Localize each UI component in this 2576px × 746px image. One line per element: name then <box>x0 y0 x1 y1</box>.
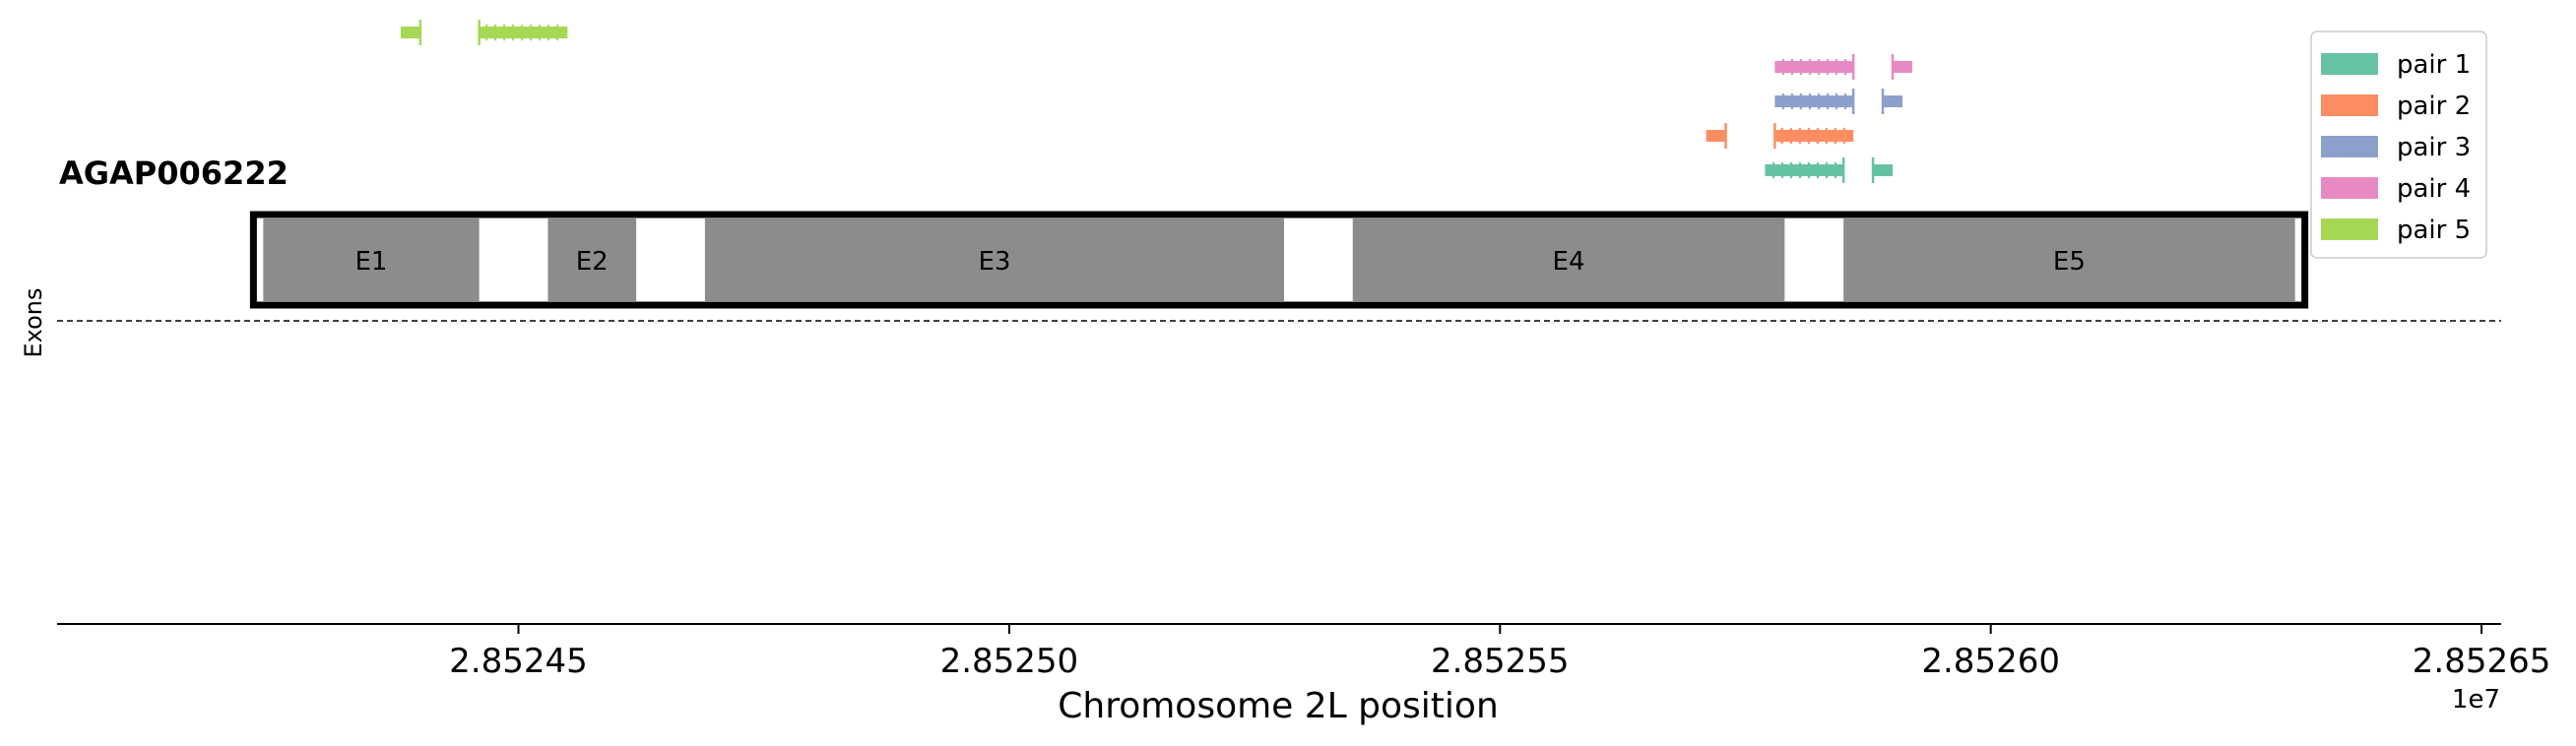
legend-label: pair 4 <box>2397 174 2471 204</box>
exon-label: E4 <box>1553 247 1585 277</box>
legend: pair 1 pair 2 pair 3 pair 4 pair 5 <box>2310 31 2487 259</box>
exon-bar <box>1352 218 1785 301</box>
exon-bar <box>547 218 637 301</box>
legend-swatch <box>2321 136 2378 157</box>
legend-swatch <box>2321 53 2378 75</box>
forward-primer <box>1706 123 1727 149</box>
exon-label: E3 <box>978 247 1010 277</box>
reverse-primer <box>1871 157 1893 183</box>
legend-label: pair 2 <box>2397 92 2471 121</box>
x-tick-label: 2.85250 <box>940 642 1079 681</box>
x-tick-label: 2.85265 <box>2413 642 2551 681</box>
exon-bar <box>263 218 480 301</box>
legend-box <box>2310 31 2487 259</box>
forward-primer <box>400 20 422 45</box>
legend-swatch <box>2321 218 2378 240</box>
legend-swatch <box>2321 177 2378 199</box>
legend-label: pair 5 <box>2397 216 2471 245</box>
x-tick-label: 2.85260 <box>1921 642 2060 681</box>
x-axis-label: Chromosome 2L position <box>1058 686 1499 726</box>
x-offset-label: 1e7 <box>2452 685 2500 715</box>
x-tick-label: 2.85245 <box>449 642 588 681</box>
forward-primer <box>1774 89 1855 114</box>
y-axis-label: Exons <box>20 287 47 357</box>
forward-primer <box>1774 54 1855 80</box>
forward-primer <box>1765 157 1845 183</box>
legend-swatch <box>2321 94 2378 116</box>
legend-label: pair 1 <box>2397 50 2471 80</box>
reverse-primer <box>1891 54 1912 80</box>
reverse-primer <box>1881 89 1902 114</box>
reverse-primer <box>478 20 568 45</box>
exon-label: E1 <box>354 247 387 277</box>
reverse-primer <box>1773 123 1854 149</box>
gene-title: AGAP006222 <box>59 155 289 192</box>
exon-bar <box>1843 218 2295 301</box>
legend-label: pair 3 <box>2397 133 2471 162</box>
exon-label: E5 <box>2053 247 2086 277</box>
x-tick-label: 2.85255 <box>1431 642 1570 681</box>
exon-bar <box>704 218 1284 301</box>
exon-label: E2 <box>576 247 609 277</box>
